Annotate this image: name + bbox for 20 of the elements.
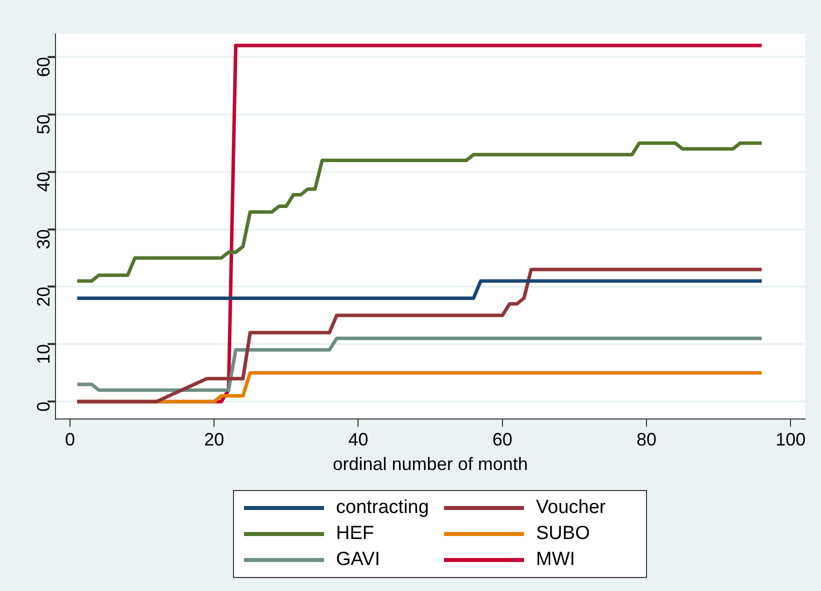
y-tick-label: 10: [34, 344, 54, 364]
legend-label: MWI: [536, 549, 576, 571]
legend-label: SUBO: [536, 523, 590, 545]
x-tick-label: 20: [204, 430, 224, 450]
x-tick-label: 60: [492, 430, 512, 450]
x-tick-label: 40: [348, 430, 368, 450]
x-tick-label: 80: [636, 430, 656, 450]
x-axis-title: ordinal number of month: [332, 454, 528, 474]
y-tick-label: 20: [34, 286, 54, 307]
y-tick-label: 40: [34, 172, 54, 192]
legend-label: GAVI: [336, 549, 380, 571]
y-tick-label: 60: [34, 56, 54, 78]
legend-label: HEF: [336, 523, 374, 545]
x-tick-label: 0: [65, 430, 76, 450]
legend-label: contracting: [336, 497, 429, 519]
x-tick-label: 100: [776, 430, 806, 450]
y-tick-label: 0: [34, 402, 54, 412]
y-tick-label: 50: [34, 114, 54, 134]
legend-label: Voucher: [536, 497, 606, 519]
y-tick-label: 30: [34, 229, 54, 250]
